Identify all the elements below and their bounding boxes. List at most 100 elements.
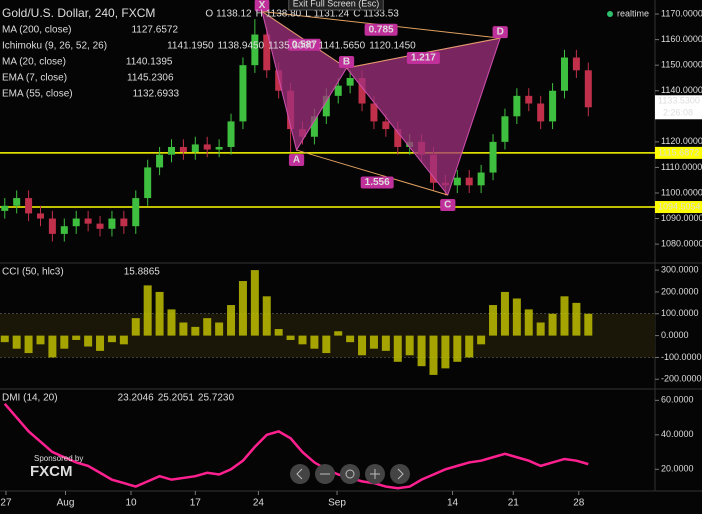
cci-bar: [84, 335, 93, 347]
candle-body: [48, 218, 56, 234]
y-tick-label: 1150.0000: [661, 60, 702, 70]
icon: [296, 468, 303, 480]
cci-bar: [0, 335, 9, 343]
candle-body: [572, 57, 580, 71]
cci-bar: [227, 305, 236, 336]
cci-bar: [334, 331, 343, 336]
ohlc-value: 1138.80: [266, 9, 302, 20]
cci-bar: [72, 335, 81, 340]
ohlc-value: 1133.53: [363, 9, 399, 20]
level-tag: [655, 146, 702, 159]
indicator-value: 1120.1450: [369, 41, 416, 52]
cci-bar: [143, 285, 152, 336]
brand: FXCM: [30, 463, 73, 480]
pattern-point-label-box: [440, 199, 456, 212]
cci-bar: [203, 318, 212, 336]
y-tick-label: 300.0000: [661, 264, 699, 274]
candle-body: [477, 172, 485, 186]
candle-body: [167, 146, 175, 155]
candle-body: [537, 103, 545, 122]
candle-body: [251, 34, 259, 66]
indicator-value: 25.2051: [158, 393, 195, 404]
cci-bar: [107, 335, 116, 343]
candle-body: [394, 129, 402, 147]
cci-bar: [584, 313, 593, 336]
cci-bar: [96, 335, 105, 351]
cci-bar: [346, 335, 355, 343]
pattern-point-label: C: [444, 200, 451, 211]
candle-body: [72, 218, 80, 227]
indicator-name: MA (20, close): [2, 57, 66, 68]
level-label: 1115.6872: [658, 147, 699, 157]
indicator-name: Ichimoku (9, 26, 52, 26): [2, 41, 107, 52]
candle-body: [84, 218, 92, 224]
y-tick-label: 1140.0000: [661, 85, 702, 95]
candle-body: [382, 121, 390, 130]
candle-body: [370, 103, 378, 122]
y-tick-label: 200.0000: [661, 286, 699, 296]
candle-body: [549, 90, 557, 122]
candle-body: [191, 144, 199, 153]
pattern-ratio-box: [287, 38, 321, 51]
cci-bar: [405, 335, 414, 356]
cci-bar: [155, 291, 164, 336]
cci-bar: [441, 335, 450, 369]
icon: [370, 469, 380, 479]
scroll-right-button[interactable]: [390, 464, 410, 484]
level-label: 1094.5054: [658, 201, 701, 211]
cci-bar: [286, 335, 295, 340]
cci-bar: [429, 335, 438, 375]
candle-body: [132, 198, 140, 227]
indicator-name: EMA (55, close): [2, 89, 73, 100]
indicator-name: DMI (14, 20): [2, 393, 58, 404]
pattern-leg: [296, 149, 448, 196]
candle-body: [156, 154, 164, 168]
y-tick-label: 1100.0000: [661, 187, 702, 197]
pattern-point-label-box: [288, 154, 305, 167]
candle-body: [275, 70, 283, 91]
y-tick-label: 20.0000: [661, 464, 694, 474]
candle-body: [36, 213, 44, 219]
candle-body: [513, 95, 521, 117]
x-tick-label: 27: [0, 498, 12, 509]
candle-body: [96, 223, 104, 229]
y-tick-label: -100.0000: [661, 352, 702, 362]
ohlc-value: 1138.12: [216, 9, 252, 20]
level-tag: [655, 201, 702, 214]
pattern-point-label-box: [254, 0, 270, 12]
cci-bar: [524, 309, 533, 336]
cci-bar: [572, 302, 581, 336]
cci-bar: [417, 335, 426, 367]
pattern-ratio: 1.556: [365, 177, 390, 188]
y-tick-label: 1090.0000: [661, 213, 702, 223]
candle-body: [525, 95, 533, 104]
pattern-ratio-box: [360, 176, 394, 189]
adx-line: [3, 402, 589, 490]
cci-bar: [12, 335, 21, 349]
cci-bar: [560, 296, 569, 336]
candle-body: [144, 167, 152, 199]
candle-body: [108, 218, 116, 229]
cci-bar: [393, 335, 402, 362]
y-tick-label: -200.0000: [661, 374, 702, 384]
cci-bar: [453, 335, 462, 362]
reset-button[interactable]: [340, 464, 360, 484]
tooltip-box: [288, 0, 384, 11]
chart-title: Gold/U.S. Dollar, 240, FXCM: [2, 6, 155, 20]
cci-bar: [262, 296, 271, 336]
pattern-ratio: 0.587: [292, 39, 317, 50]
scroll-left-button[interactable]: [290, 464, 310, 484]
x-tick-label: 14: [447, 498, 459, 509]
status-dot: [607, 11, 613, 17]
candle-body: [322, 95, 330, 117]
candle-body: [179, 146, 187, 153]
y-tick-label: 1110.0000: [661, 162, 702, 172]
candle-body: [60, 226, 68, 234]
pattern-point-label-box: [338, 55, 355, 68]
indicator-value: 1127.6572: [131, 25, 178, 36]
cci-bar: [215, 322, 224, 336]
cci-bar: [298, 335, 307, 345]
cci-bar: [310, 335, 319, 349]
